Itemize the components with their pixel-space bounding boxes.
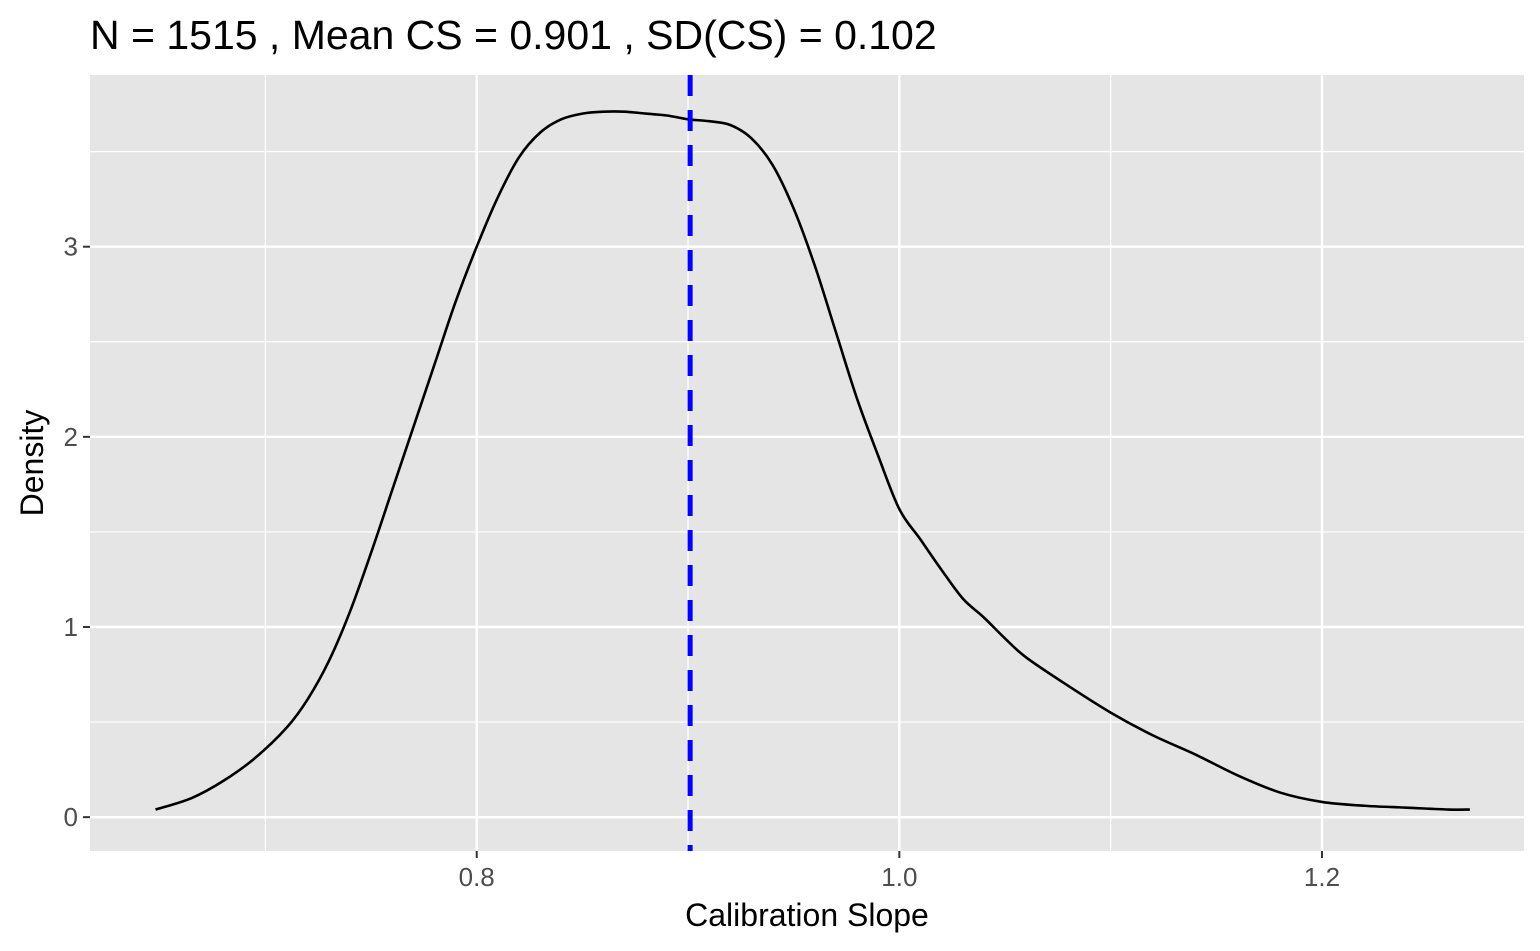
density-curve	[155, 110, 1470, 811]
y-axis-title: Density	[14, 410, 50, 517]
x-axis: 0.8 1.0 1.2	[459, 851, 1340, 892]
x-tick-label: 1.2	[1304, 862, 1340, 892]
y-tick-label: 3	[64, 232, 78, 262]
y-tick-label: 0	[64, 802, 78, 832]
y-tick-label: 2	[64, 422, 78, 452]
minor-grid	[90, 75, 1524, 851]
plot-panel	[90, 75, 1524, 851]
y-tick-label: 1	[64, 612, 78, 642]
x-tick-label: 1.0	[881, 862, 917, 892]
x-tick-label: 0.8	[459, 862, 495, 892]
x-axis-title: Calibration Slope	[685, 897, 929, 933]
y-axis: 0 1 2 3	[64, 232, 90, 832]
chart-title: N = 1515 , Mean CS = 0.901 , SD(CS) = 0.…	[90, 12, 937, 58]
